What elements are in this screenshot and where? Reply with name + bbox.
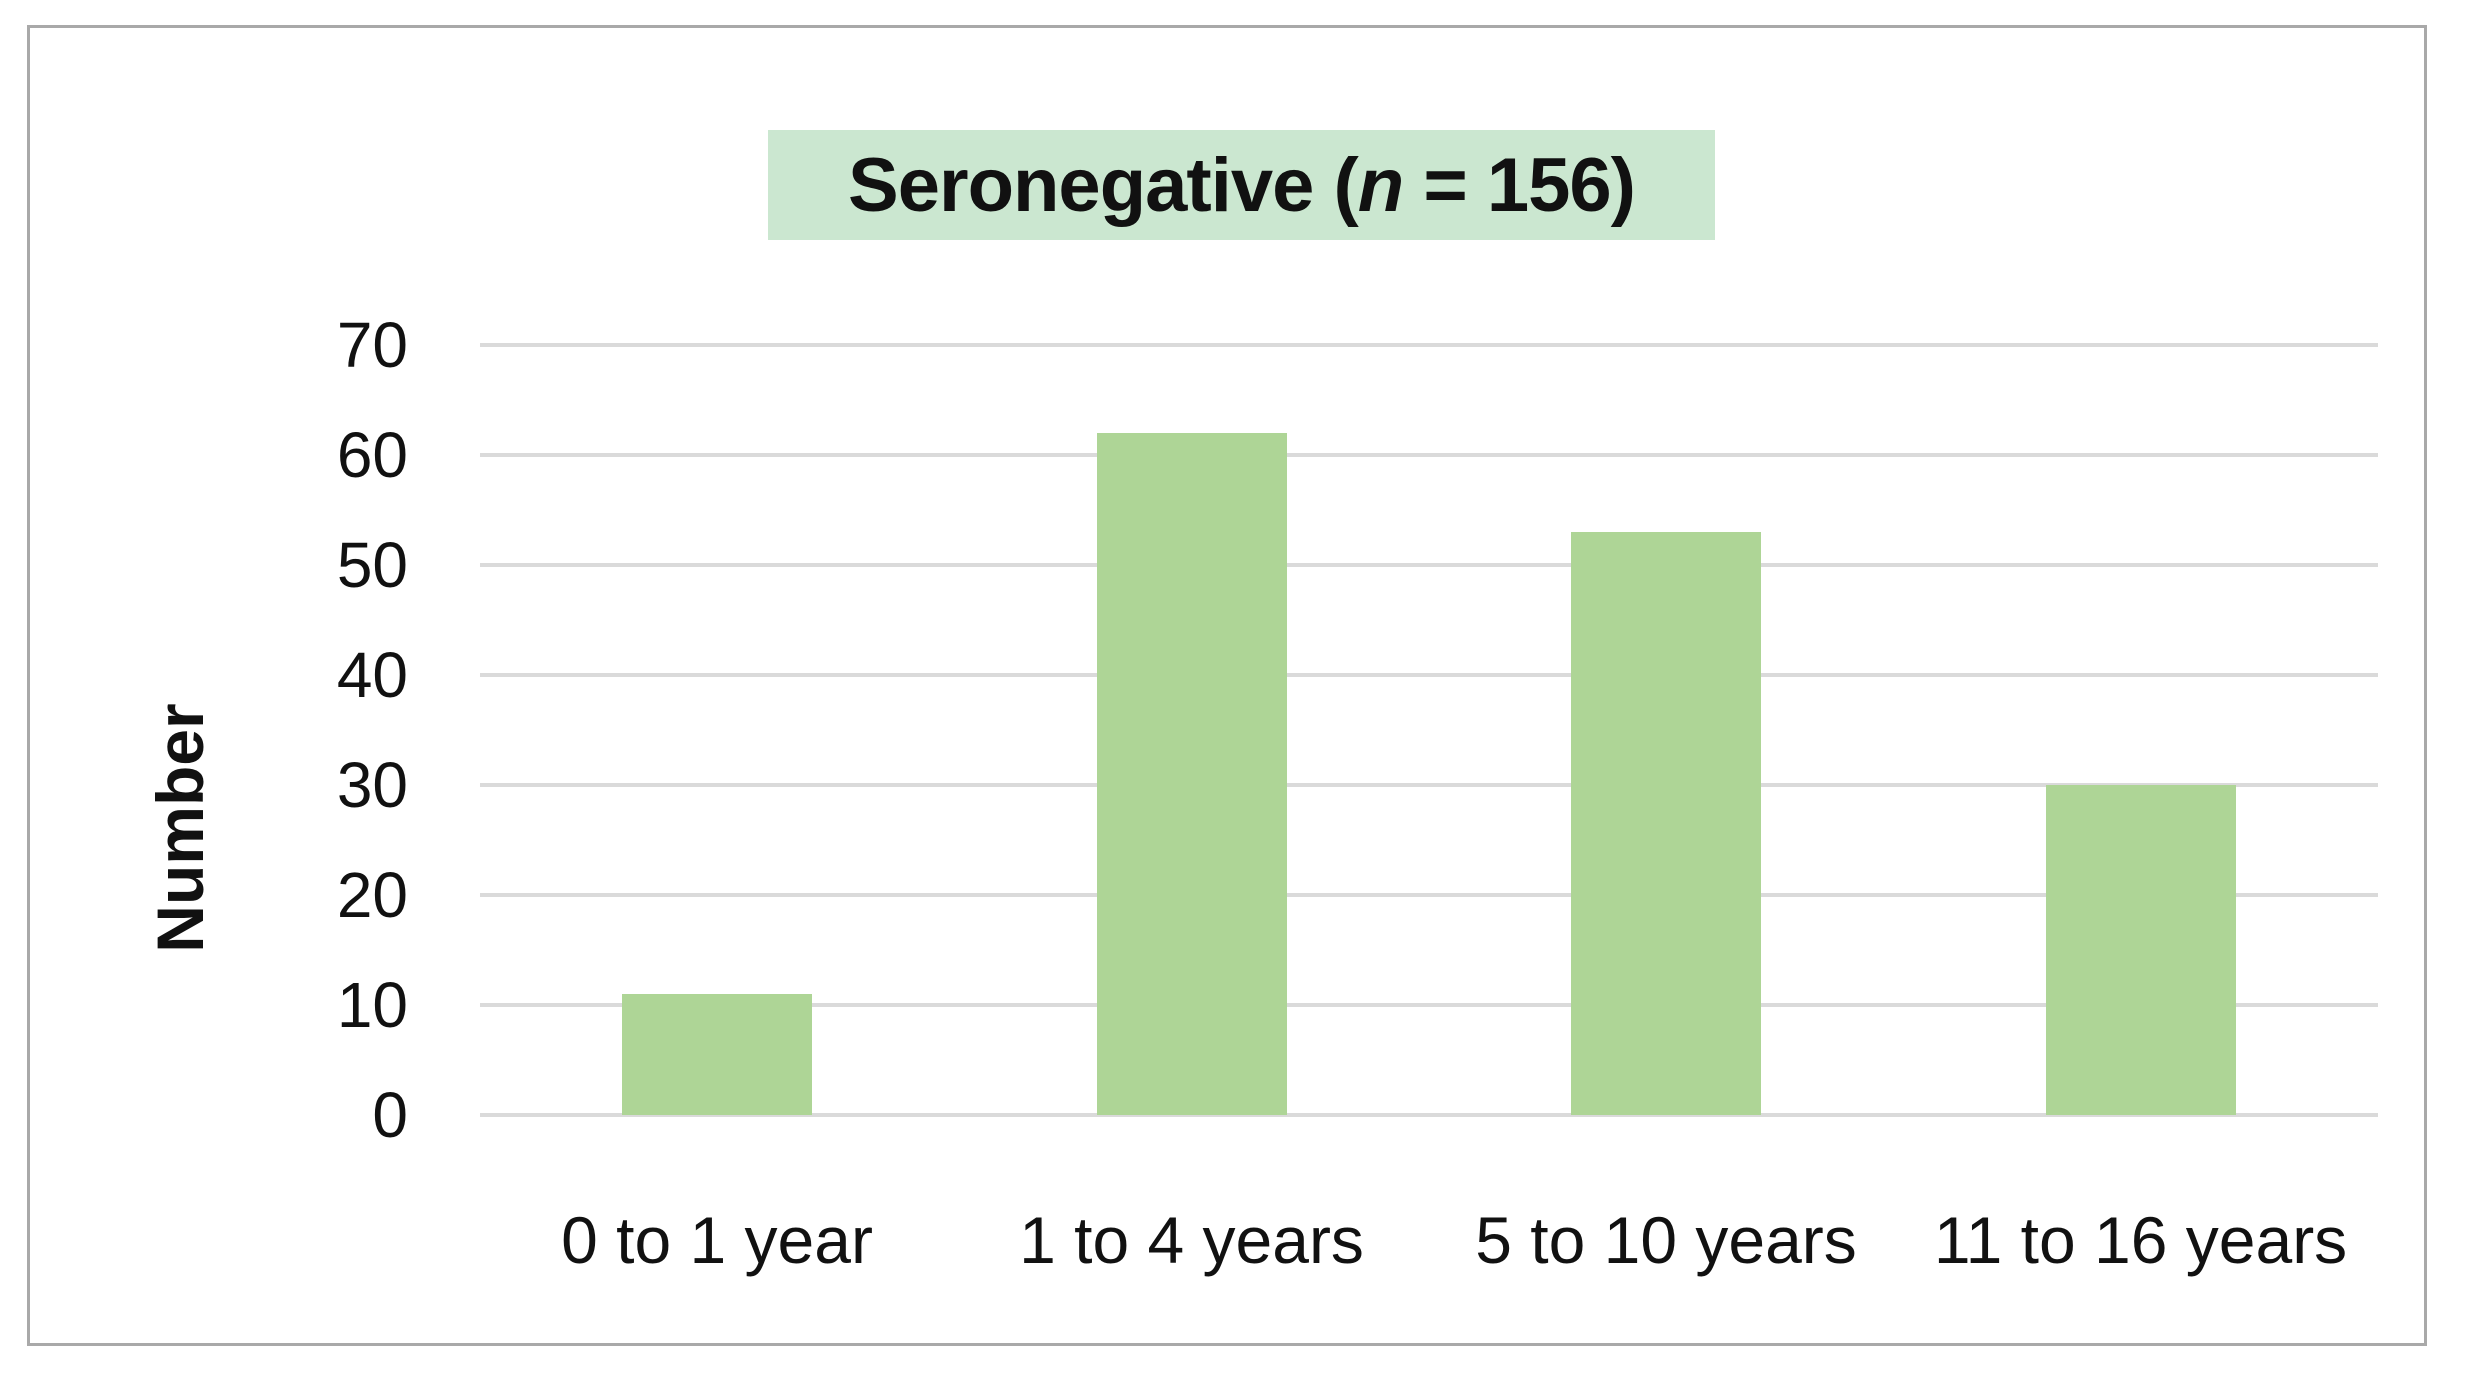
- y-tick-label-0: 0: [372, 1079, 408, 1151]
- y-tick-label-40: 40: [336, 639, 408, 711]
- x-axis-label-1-to-4-years: 1 to 4 years: [1019, 1203, 1364, 1277]
- chart-frame-border: Seronegative (n = 156) Number 0 10 20 30 40 5…: [27, 25, 2427, 1346]
- gridline-y-60: [480, 453, 2378, 457]
- x-axis-labels: 0 to 1 year 1 to 4 years 5 to 10 years 11 t…: [480, 1200, 2378, 1290]
- y-tick-label-60: 60: [336, 419, 408, 491]
- plot-area: [480, 343, 2378, 1117]
- chart-title-box: Seronegative (n = 156): [768, 130, 1715, 240]
- x-axis-label-0-to-1-year: 0 to 1 year: [561, 1203, 873, 1277]
- chart-title-suffix: = 156): [1403, 142, 1636, 228]
- gridline-y-0: [480, 1113, 2378, 1117]
- gridline-y-20: [480, 893, 2378, 897]
- y-tick-label-70: 70: [336, 309, 408, 381]
- y-axis-tick-labels: 0 10 20 30 40 50 60 70: [180, 313, 408, 1147]
- chart-title-n-symbol: n: [1357, 142, 1404, 228]
- y-tick-label-20: 20: [336, 859, 408, 931]
- gridline-y-40: [480, 673, 2378, 677]
- x-axis-label-11-to-16-years: 11 to 16 years: [1933, 1203, 2348, 1277]
- gridline-y-10: [480, 1003, 2378, 1007]
- gridline-y-70: [480, 343, 2378, 347]
- y-tick-label-30: 30: [336, 749, 408, 821]
- gridline-y-30: [480, 783, 2378, 787]
- y-tick-label-10: 10: [336, 969, 408, 1041]
- y-tick-label-50: 50: [336, 529, 408, 601]
- bar-1-to-4-years: [1096, 433, 1287, 1115]
- bar-5-to-10-years: [1571, 532, 1762, 1115]
- gridline-y-50: [480, 563, 2378, 567]
- bar-11-to-16-years: [2045, 785, 2236, 1115]
- chart-title-prefix: Seronegative (: [848, 142, 1359, 228]
- bar-0-to-1-year: [622, 994, 813, 1115]
- x-axis-label-5-to-10-years: 5 to 10 years: [1475, 1203, 1857, 1277]
